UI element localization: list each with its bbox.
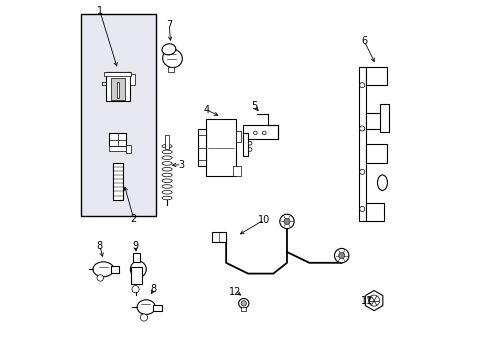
Bar [206,119,235,176]
Circle shape [359,169,364,174]
Ellipse shape [162,173,172,177]
Bar [365,67,386,85]
Text: 6: 6 [361,36,366,46]
Bar [109,146,126,151]
Bar [131,267,142,284]
Circle shape [338,253,344,258]
Text: 7: 7 [166,20,172,30]
Text: 4: 4 [203,105,209,115]
Bar [132,253,140,262]
Circle shape [359,126,364,131]
Bar [130,74,135,85]
Text: 8: 8 [150,284,157,294]
Bar [232,166,241,176]
Bar [167,67,173,72]
Circle shape [262,131,265,135]
Ellipse shape [130,261,146,278]
Ellipse shape [162,196,172,200]
Circle shape [359,207,364,212]
Bar [365,203,384,221]
Circle shape [140,314,147,321]
Bar [235,131,241,142]
Bar [116,82,119,98]
Text: 2: 2 [130,213,137,224]
Bar [109,133,126,146]
Bar [198,129,206,166]
Bar [241,307,245,311]
Bar [111,78,124,100]
Bar [113,163,122,199]
Bar [379,104,388,132]
Polygon shape [365,291,382,311]
Text: 11: 11 [360,296,372,306]
Ellipse shape [377,175,386,190]
Text: 12: 12 [229,287,241,297]
Circle shape [132,285,139,293]
Bar [164,135,169,149]
Text: 3: 3 [179,159,184,170]
Ellipse shape [162,156,172,159]
Ellipse shape [238,298,248,308]
Text: 1: 1 [97,6,102,16]
Bar [365,113,384,129]
Bar [81,14,156,216]
Ellipse shape [137,300,155,314]
Bar [110,266,119,273]
Bar [212,232,225,242]
Ellipse shape [162,167,172,171]
Circle shape [248,148,251,151]
Text: 5: 5 [250,101,257,111]
Ellipse shape [162,150,172,154]
Ellipse shape [162,190,172,194]
Circle shape [241,301,246,306]
Circle shape [97,275,103,281]
Bar [105,72,130,101]
Ellipse shape [163,49,182,68]
Circle shape [284,219,289,224]
Bar [104,72,131,76]
Ellipse shape [162,44,175,55]
Bar [126,145,130,153]
Bar [365,144,386,163]
Bar [358,67,365,221]
Ellipse shape [162,162,172,165]
Circle shape [253,131,257,135]
Circle shape [359,83,364,88]
Bar [243,133,248,156]
Circle shape [248,141,251,145]
Ellipse shape [162,179,172,183]
Ellipse shape [162,185,172,188]
Text: 10: 10 [258,215,270,225]
Bar [243,125,278,139]
Ellipse shape [93,262,114,277]
Circle shape [334,248,348,263]
Text: 8: 8 [97,240,102,251]
Circle shape [279,214,294,229]
Circle shape [368,295,379,306]
Text: 9: 9 [132,240,138,251]
Bar [153,305,162,311]
Ellipse shape [162,144,172,148]
